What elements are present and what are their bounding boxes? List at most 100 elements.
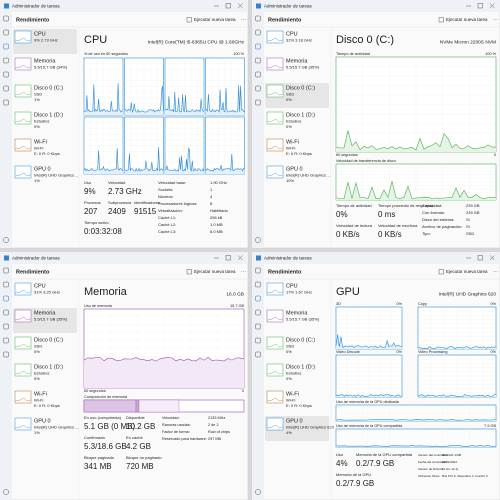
- nav-icon[interactable]: [255, 43, 261, 50]
- sidebar-item-name[interactable]: GPU 0: [286, 166, 303, 172]
- new-task-icon[interactable]: [438, 17, 444, 23]
- maximize-button[interactable]: [225, 255, 231, 261]
- nav-icon[interactable]: [3, 85, 9, 92]
- close-button[interactable]: [237, 255, 243, 261]
- item-thumbnail[interactable]: [14, 336, 32, 350]
- sidebar-item-name[interactable]: GPU 0: [34, 166, 51, 172]
- more-menu[interactable]: ⋯: [493, 269, 498, 275]
- nav-icon[interactable]: [255, 85, 261, 92]
- sidebar-item-name[interactable]: Wi-Fi: [34, 391, 47, 397]
- item-thumbnail[interactable]: [14, 57, 32, 71]
- new-task-button[interactable]: Ejecutar nueva tarea: [194, 269, 236, 274]
- item-thumbnail[interactable]: [14, 111, 32, 125]
- settings-icon[interactable]: [255, 237, 261, 243]
- sidebar-item-name[interactable]: Wi-Fi: [286, 391, 299, 397]
- close-button[interactable]: [489, 3, 495, 9]
- sidebar-item-name[interactable]: Disco 1 (D:): [34, 112, 63, 118]
- nav-icon[interactable]: [3, 71, 9, 78]
- sidebar-item-name[interactable]: CPU: [286, 283, 298, 289]
- new-task-icon[interactable]: [186, 269, 192, 275]
- nav-icon[interactable]: [255, 323, 261, 330]
- nav-icon[interactable]: [3, 281, 9, 288]
- settings-icon[interactable]: [3, 237, 9, 243]
- maximize-button[interactable]: [477, 255, 483, 261]
- new-task-button[interactable]: Ejecutar nueva tarea: [446, 17, 488, 22]
- nav-icon[interactable]: [3, 267, 9, 274]
- sidebar-item-name[interactable]: Disco 0 (C:): [34, 337, 63, 343]
- sidebar-item-name[interactable]: Memoria: [286, 58, 308, 64]
- new-task-icon[interactable]: [438, 269, 444, 275]
- item-thumbnail[interactable]: [14, 282, 32, 296]
- sidebar-item-name[interactable]: Disco 0 (C:): [286, 85, 315, 91]
- item-thumbnail[interactable]: [14, 165, 32, 179]
- item-thumbnail[interactable]: [266, 336, 284, 350]
- nav-icon[interactable]: [3, 43, 9, 50]
- nav-icon[interactable]: [255, 295, 261, 302]
- settings-icon[interactable]: [255, 489, 261, 495]
- nav-icon[interactable]: [3, 337, 9, 344]
- nav-icon[interactable]: [3, 295, 9, 302]
- more-menu[interactable]: ⋯: [241, 269, 246, 275]
- item-thumbnail[interactable]: [266, 165, 284, 179]
- nav-icon[interactable]: [255, 57, 261, 64]
- nav-icon[interactable]: [255, 281, 261, 288]
- item-thumbnail[interactable]: [14, 417, 32, 431]
- item-thumbnail[interactable]: [14, 30, 32, 44]
- item-thumbnail[interactable]: [266, 309, 284, 323]
- nav-icon[interactable]: [3, 309, 9, 316]
- sidebar-item-name[interactable]: Memoria: [34, 58, 56, 64]
- sidebar-item-name[interactable]: Memoria: [34, 310, 56, 316]
- item-thumbnail[interactable]: [266, 282, 284, 296]
- nav-icon[interactable]: [3, 29, 9, 36]
- sidebar-item-name[interactable]: Disco 0 (C:): [34, 85, 63, 91]
- nav-icon[interactable]: [255, 99, 261, 106]
- more-menu[interactable]: ⋯: [493, 17, 498, 23]
- item-thumbnail[interactable]: [266, 111, 284, 125]
- settings-icon[interactable]: [3, 489, 9, 495]
- nav-icon[interactable]: [255, 29, 261, 36]
- sidebar-item-name[interactable]: Disco 1 (D:): [286, 364, 315, 370]
- maximize-button[interactable]: [477, 3, 483, 9]
- sidebar-item-name[interactable]: CPU: [286, 31, 298, 37]
- sidebar-item-name[interactable]: GPU 0: [34, 418, 51, 424]
- nav-icon[interactable]: [255, 337, 261, 344]
- item-thumbnail[interactable]: [266, 84, 284, 98]
- nav-icon[interactable]: [3, 57, 9, 64]
- item-thumbnail[interactable]: [266, 138, 284, 152]
- item-thumbnail[interactable]: [14, 84, 32, 98]
- item-thumbnail[interactable]: [14, 363, 32, 377]
- nav-icon[interactable]: [255, 71, 261, 78]
- sidebar-item-name[interactable]: Wi-Fi: [34, 139, 47, 145]
- new-task-icon[interactable]: [186, 17, 192, 23]
- item-thumbnail[interactable]: [266, 363, 284, 377]
- sidebar-item-name[interactable]: Disco 1 (D:): [34, 364, 63, 370]
- nav-icon[interactable]: [255, 267, 261, 274]
- nav-icon[interactable]: [3, 351, 9, 358]
- sidebar-item-name[interactable]: Disco 1 (D:): [286, 112, 315, 118]
- item-thumbnail[interactable]: [14, 138, 32, 152]
- maximize-button[interactable]: [225, 3, 231, 9]
- item-thumbnail[interactable]: [14, 390, 32, 404]
- sidebar-item-name[interactable]: Disco 0 (C:): [286, 337, 315, 343]
- sidebar-item-name[interactable]: GPU 0: [286, 418, 303, 424]
- nav-icon[interactable]: [3, 99, 9, 106]
- sidebar-item-name[interactable]: Wi-Fi: [286, 139, 299, 145]
- item-thumbnail[interactable]: [266, 57, 284, 71]
- nav-icon[interactable]: [255, 351, 261, 358]
- nav-icon[interactable]: [3, 15, 9, 22]
- item-thumbnail[interactable]: [14, 309, 32, 323]
- close-button[interactable]: [489, 255, 495, 261]
- close-button[interactable]: [237, 3, 243, 9]
- more-menu[interactable]: ⋯: [241, 17, 246, 23]
- new-task-button[interactable]: Ejecutar nueva tarea: [194, 17, 236, 22]
- new-task-button[interactable]: Ejecutar nueva tarea: [446, 269, 488, 274]
- nav-icon[interactable]: [255, 15, 261, 22]
- nav-icon[interactable]: [3, 323, 9, 330]
- item-thumbnail[interactable]: [266, 417, 284, 431]
- sidebar-item-name[interactable]: Memoria: [286, 310, 308, 316]
- nav-icon[interactable]: [255, 309, 261, 316]
- sidebar-item-name[interactable]: CPU: [34, 31, 46, 37]
- item-thumbnail[interactable]: [266, 30, 284, 44]
- sidebar-item-name[interactable]: CPU: [34, 283, 46, 289]
- item-thumbnail[interactable]: [266, 390, 284, 404]
